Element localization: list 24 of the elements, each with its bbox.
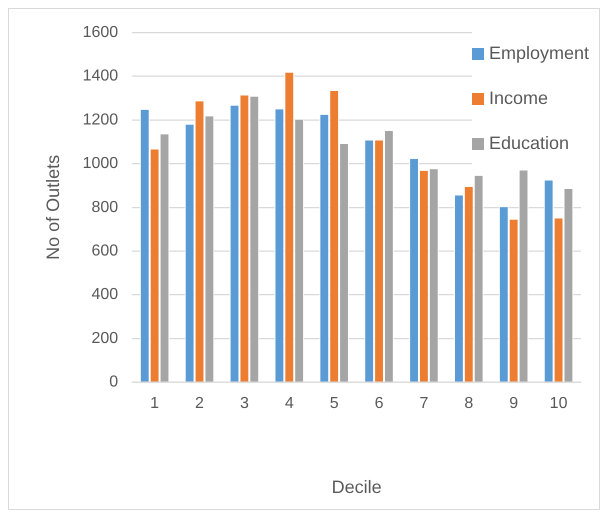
- x-tick-label: 3: [240, 395, 249, 412]
- x-tick-label: 7: [419, 395, 428, 412]
- x-tick-label: 9: [509, 395, 518, 412]
- y-tick-label: 400: [91, 286, 118, 304]
- y-tick-label: 1200: [82, 111, 118, 128]
- x-tick-label: 6: [374, 395, 384, 412]
- y-tick-label: 1000: [82, 155, 118, 172]
- x-tick-label: 4: [284, 395, 294, 412]
- x-tick-label: 2: [195, 395, 204, 412]
- legend-label: Income: [488, 88, 548, 109]
- y-tick-label: 1400: [82, 68, 118, 85]
- legend-label: Education: [488, 133, 570, 154]
- y-tick-label: 0: [109, 374, 118, 391]
- y-tick-label: 600: [91, 242, 118, 260]
- legend-label: Employment: [488, 43, 589, 64]
- x-tick-label: 8: [464, 395, 474, 412]
- x-tick-label: 10: [550, 395, 568, 412]
- x-axis-title: Decile: [332, 477, 382, 498]
- y-tick-label: 1600: [82, 24, 118, 42]
- x-tick-label: 5: [330, 395, 339, 412]
- y-tick-label: 800: [91, 198, 118, 216]
- y-axis-title: No of Outlets: [42, 154, 63, 260]
- y-tick-label: 200: [91, 330, 118, 347]
- x-tick-label: 1: [150, 395, 160, 412]
